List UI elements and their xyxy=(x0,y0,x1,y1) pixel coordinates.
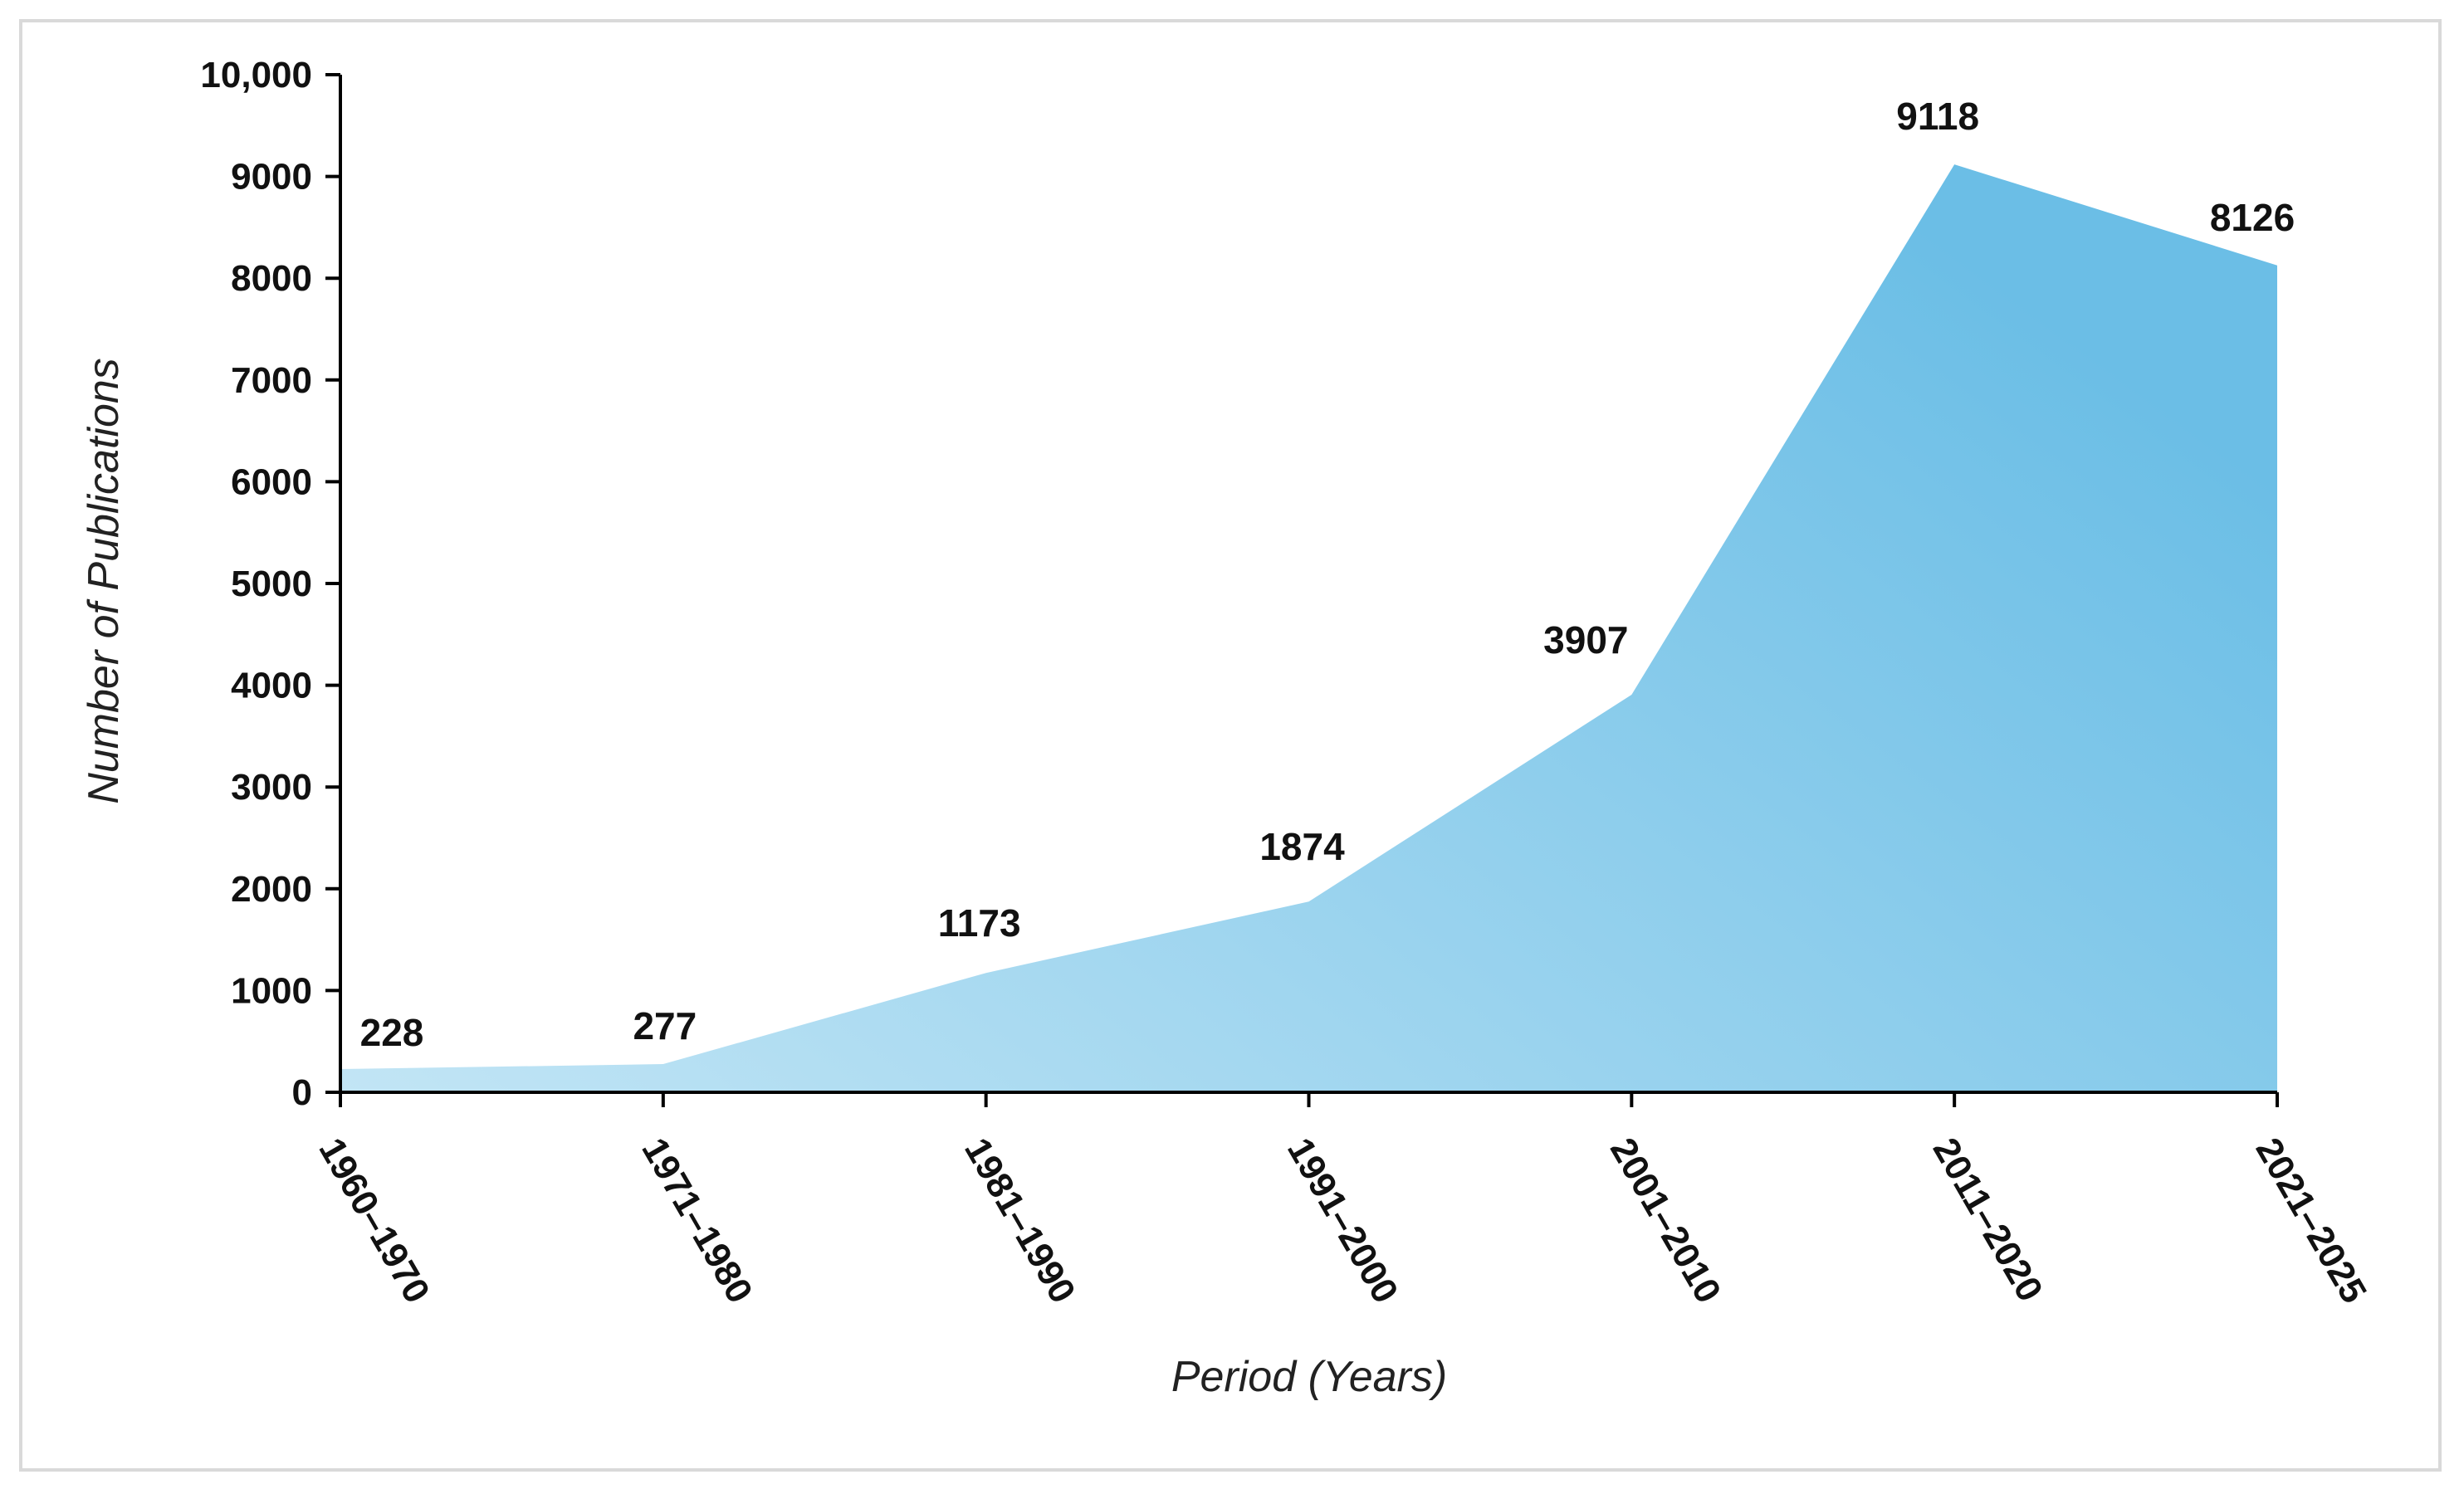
y-tick-label: 6000 xyxy=(231,461,312,502)
y-tick-label: 5000 xyxy=(231,564,312,604)
data-label: 1874 xyxy=(1259,825,1345,868)
data-label: 3907 xyxy=(1543,618,1628,662)
y-tick-label: 8000 xyxy=(231,258,312,299)
data-label: 8126 xyxy=(2210,196,2295,239)
area-layer xyxy=(340,164,2277,1093)
y-tick-label: 4000 xyxy=(231,666,312,706)
x-tick-label: 2011–2020 xyxy=(1925,1131,2051,1308)
data-label: 277 xyxy=(633,1004,697,1047)
data-label: 228 xyxy=(360,1011,424,1054)
x-tick-label: 1981–1990 xyxy=(956,1131,1083,1310)
y-axis-title: Number of Publications xyxy=(80,358,128,804)
x-tick-label: 2021–2025 xyxy=(2247,1131,2374,1310)
x-tick-label: 1971–1980 xyxy=(633,1131,760,1310)
y-tick-label: 2000 xyxy=(231,869,312,910)
y-tick-label: 3000 xyxy=(231,767,312,808)
y-tick-label: 9000 xyxy=(231,157,312,198)
y-tick-label: 10,000 xyxy=(200,55,312,95)
x-tick-label: 1991–2000 xyxy=(1279,1131,1406,1310)
y-tick-label: 7000 xyxy=(231,360,312,401)
data-label: 1173 xyxy=(938,901,1021,945)
data-label: 9118 xyxy=(1896,95,1979,138)
area-series xyxy=(340,164,2277,1093)
x-tick-label: 2001–2010 xyxy=(1602,1131,1729,1310)
x-tick-label: 1960–1970 xyxy=(310,1131,438,1310)
x-axis-title: Period (Years) xyxy=(1171,1353,1447,1401)
y-tick-label: 0 xyxy=(292,1072,312,1113)
labels-layer: 228 277 1173 1874 3907 9118 8126 xyxy=(360,95,2295,1054)
y-tick-label: 1000 xyxy=(231,970,312,1011)
